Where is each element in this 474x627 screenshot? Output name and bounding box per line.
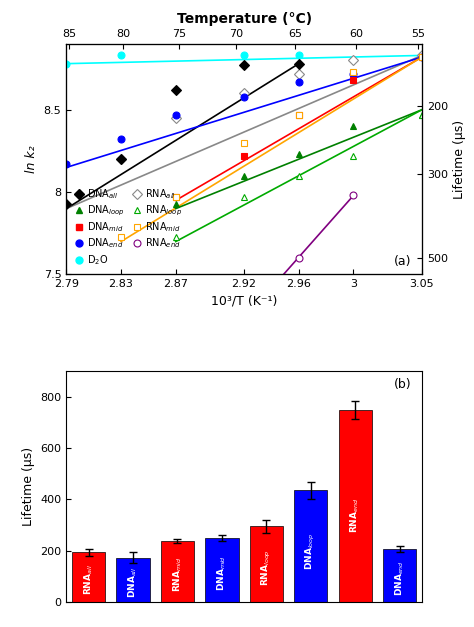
- Bar: [383, 549, 416, 602]
- Bar: [116, 558, 150, 602]
- Bar: [338, 410, 372, 602]
- Text: DNA$_{mid}$: DNA$_{mid}$: [216, 556, 228, 591]
- X-axis label: 10³/T (K⁻¹): 10³/T (K⁻¹): [211, 295, 277, 308]
- Text: DNA$_{all}$: DNA$_{all}$: [127, 566, 139, 598]
- Y-axis label: Lifetime (µs): Lifetime (µs): [454, 120, 466, 199]
- Y-axis label: Lifetime (µs): Lifetime (µs): [22, 447, 35, 526]
- Bar: [205, 539, 238, 602]
- Text: (b): (b): [393, 378, 411, 391]
- Y-axis label: ln k₂: ln k₂: [25, 145, 38, 173]
- X-axis label: Temperature (°C): Temperature (°C): [176, 13, 312, 26]
- Text: (a): (a): [394, 255, 411, 268]
- Text: RNA$_{all}$: RNA$_{all}$: [82, 564, 95, 595]
- Text: RNA$_{loop}$: RNA$_{loop}$: [260, 549, 273, 586]
- Text: DNA$_{end}$: DNA$_{end}$: [393, 560, 406, 596]
- Text: RNA$_{mid}$: RNA$_{mid}$: [171, 557, 184, 593]
- Legend: DNA$_{all}$, DNA$_{loop}$, DNA$_{mid}$, DNA$_{end}$, D$_2$O, RNA$_{all}$, RNA$_{: DNA$_{all}$, DNA$_{loop}$, DNA$_{mid}$, …: [71, 184, 185, 270]
- Bar: [72, 552, 105, 602]
- Bar: [250, 526, 283, 602]
- Text: DNA$_{loop}$: DNA$_{loop}$: [304, 533, 317, 571]
- Bar: [294, 490, 328, 602]
- Bar: [161, 541, 194, 602]
- Text: RNA$_{end}$: RNA$_{end}$: [349, 498, 362, 534]
